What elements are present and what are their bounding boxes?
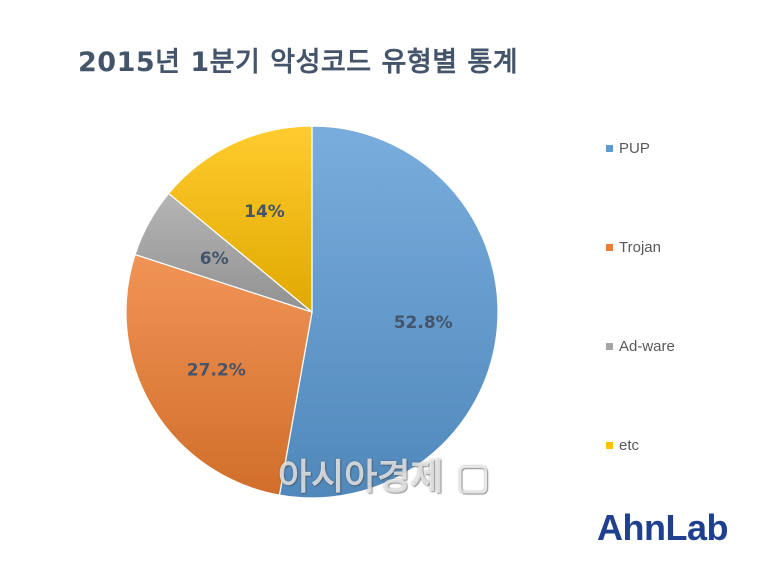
legend-item-trojan: Trojan (606, 239, 661, 256)
data-label-ad-ware: 6% (200, 249, 229, 269)
legend-swatch (606, 145, 613, 152)
ahnlab-logo: AhnLab (597, 507, 728, 548)
legend-label: Trojan (619, 239, 661, 256)
data-label-etc: 14% (244, 202, 285, 222)
legend-label: Ad-ware (619, 338, 675, 355)
chart-title: 2015년 1분기 악성코드 유형별 통계 (78, 47, 519, 78)
legend-item-etc: etc (606, 437, 639, 454)
watermark: 아시아경제 ▢ (278, 457, 491, 498)
legend-item-ad-ware: Ad-ware (606, 338, 675, 355)
pie-slice-pup (278, 125, 499, 499)
legend-swatch (606, 442, 613, 449)
legend-item-pup: PUP (606, 140, 650, 157)
legend-swatch (606, 343, 613, 350)
pie-slice-trojan (125, 253, 313, 496)
legend-label: etc (619, 437, 640, 454)
pie-slice-etc (167, 125, 313, 314)
legend-swatch (606, 244, 613, 251)
legend-label: PUP (619, 140, 650, 157)
data-label-pup: 52.8% (394, 313, 453, 333)
data-label-trojan: 27.2% (187, 360, 246, 380)
